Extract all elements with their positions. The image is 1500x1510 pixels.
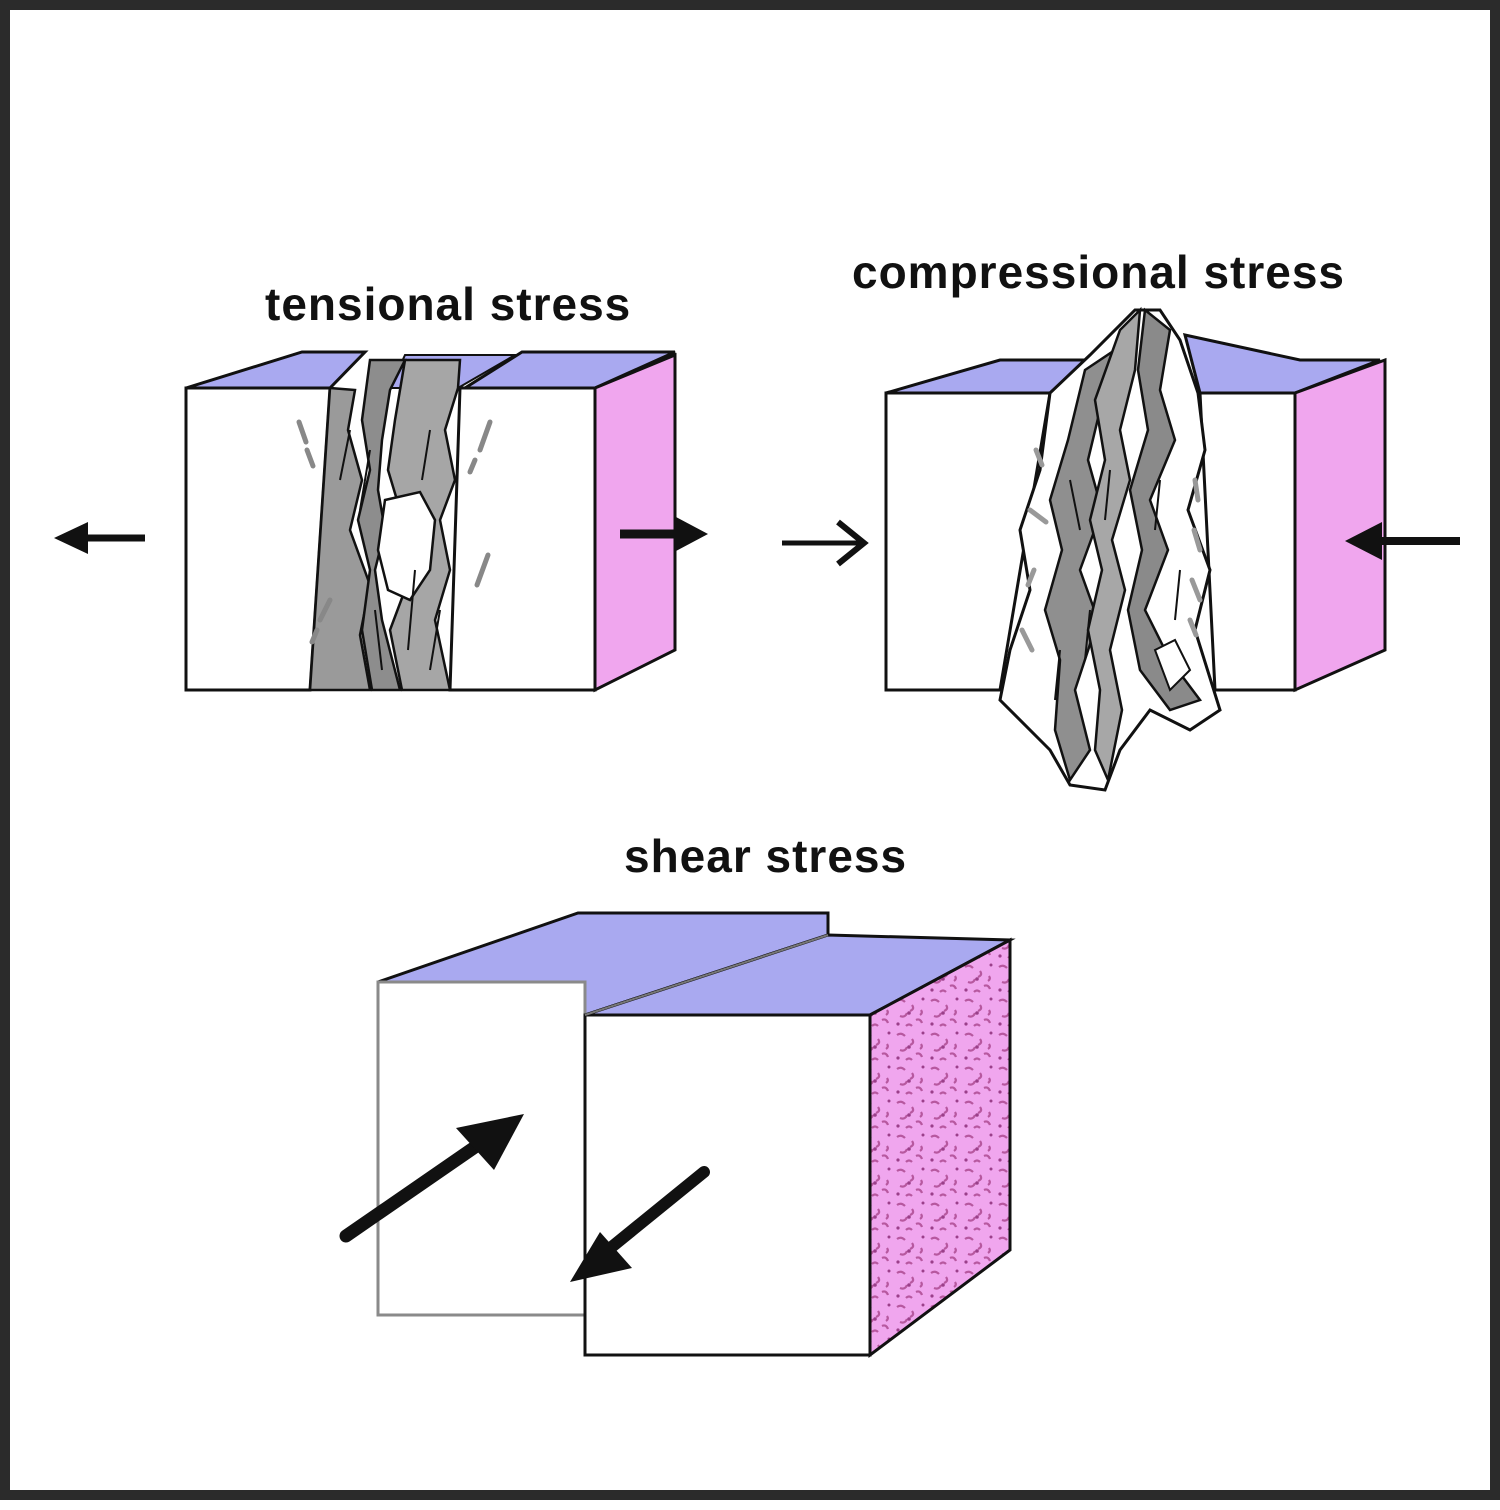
right-side-face bbox=[593, 352, 677, 693]
right-front-face bbox=[448, 386, 597, 692]
tension-left-arrow bbox=[54, 522, 145, 554]
right-block-front-face bbox=[583, 1013, 872, 1357]
compression-crack-dashes bbox=[1019, 447, 1203, 653]
shear-fault-edge bbox=[584, 934, 829, 1016]
shear-stress-block: shear stress bbox=[339, 830, 1016, 1358]
tension-right-arrow bbox=[620, 517, 708, 551]
shear-up-arrow bbox=[339, 1114, 524, 1243]
tension-fault-zone bbox=[308, 358, 462, 692]
compressional-stress-label: compressional stress bbox=[852, 246, 1345, 298]
tension-crack-dashes bbox=[296, 419, 493, 645]
right-side-face bbox=[1293, 357, 1387, 693]
tensional-stress-label: tensional stress bbox=[265, 278, 631, 330]
compression-left-arrow bbox=[782, 519, 869, 567]
compression-fold-zone bbox=[998, 306, 1222, 792]
shear-down-arrow bbox=[570, 1166, 710, 1282]
left-front-face bbox=[184, 386, 332, 692]
right-front-face bbox=[1198, 391, 1297, 692]
tensional-stress-block: tensional stress bbox=[54, 278, 708, 693]
compressional-stress-block: compressional stress bbox=[782, 246, 1460, 792]
left-top-face bbox=[185, 350, 369, 390]
left-front-face bbox=[884, 391, 1052, 692]
stress-diagram: tensional stress bbox=[54, 246, 1460, 1358]
shear-stress-label: shear stress bbox=[624, 830, 907, 882]
right-block-side-face bbox=[868, 937, 1012, 1358]
compression-right-arrow bbox=[1345, 522, 1460, 560]
